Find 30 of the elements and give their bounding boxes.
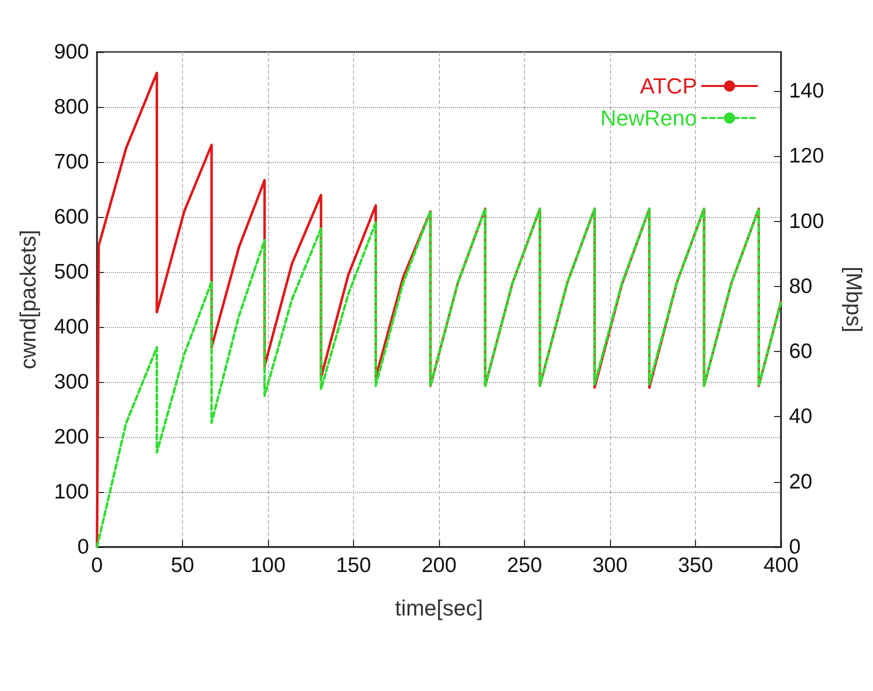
y-tick-label: 700 [54,150,89,174]
y-tick-label: 500 [54,260,89,284]
x-tick-label: 350 [678,554,714,577]
legend-label: ATCP [640,74,697,98]
y-tick-label: 900 [54,40,89,64]
x-tick-label: 250 [506,554,542,577]
y-tick-label: 300 [54,370,89,394]
y-axis-title: cwnd[packets] [16,230,40,370]
y2-tick-label: 120 [789,144,824,168]
y2-tick-label: 140 [789,80,824,103]
y-tick-label: 400 [54,316,89,338]
x-axis-title: time[sec] [394,596,484,620]
x-tick-label: 200 [421,554,457,577]
x-tick-label: 100 [250,554,286,577]
y-tick-label: 200 [54,426,89,448]
x-tick-label: 300 [592,554,628,577]
x-tick-label: 150 [336,554,372,577]
y2-axis-title: [Mbps] [842,266,866,333]
y-tick-label: 100 [54,480,89,504]
y-tick-label: 0 [77,536,89,558]
x-tick-label: 0 [91,554,103,577]
legend-label: NewReno [600,106,697,130]
y2-tick-label: 40 [789,405,812,428]
y2-tick-label: 60 [789,340,812,364]
y2-tick-label: 80 [789,274,812,298]
x-tick-label: 50 [170,554,194,577]
y2-tick-label: 100 [789,210,824,233]
y-tick-label: 600 [54,206,89,228]
y-tick-label: 800 [54,96,89,118]
y2-tick-label: 20 [789,470,812,494]
